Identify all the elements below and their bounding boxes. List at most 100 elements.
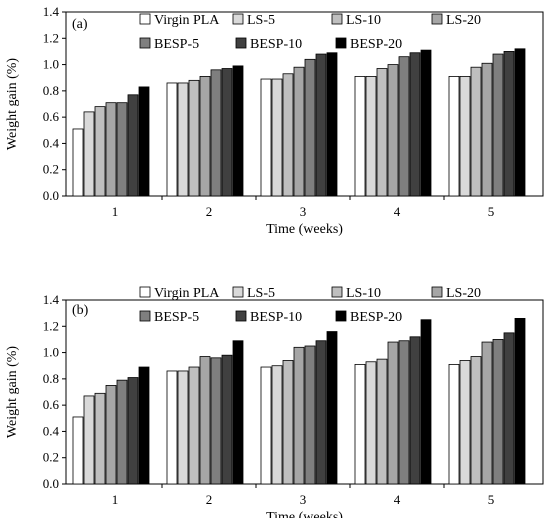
bar-ls-20-week-4 [387,64,399,197]
y-axis-title: Weight gain (%) [5,346,20,439]
legend-swatch [335,310,347,322]
bar-besp-10-week-2 [221,354,233,485]
bar-besp-5-week-3 [304,58,316,197]
legend-label: BESP-5 [154,310,199,325]
legend-label: BESP-20 [350,37,402,52]
bar-ls-10-week-5 [470,356,482,485]
x-tick-label: 1 [112,204,119,219]
y-tick-label: 0.2 [43,450,59,465]
y-tick-label: 0.6 [43,109,60,124]
legend: Virgin PLA LS-5 LS-10 LS-20 BESP-5 BESP-10 BES… [139,13,481,52]
x-tick-label: 4 [394,492,401,507]
legend-swatch [335,37,347,49]
bar-virgin-pla-week-1 [72,128,84,197]
bar-ls-10-week-4 [376,358,388,485]
bar-besp-20-week-1 [138,366,150,485]
legend-swatch [331,286,343,298]
bar-virgin-pla-week-2 [166,82,178,197]
bar-besp-5-week-3 [304,345,316,485]
bar-besp-20-week-5 [514,317,526,485]
panel-label: (a) [72,17,88,32]
y-axis-title: Weight gain (%) [5,58,20,151]
bar-besp-5-week-5 [492,339,504,485]
x-axis-title: Time (weeks) [266,222,343,237]
bar-ls-20-week-5 [481,341,493,485]
bar-ls-20-week-1 [105,385,117,485]
bar-virgin-pla-week-4 [354,363,366,485]
bar-besp-10-week-5 [503,51,515,197]
panel-label: (b) [72,303,89,318]
bar-besp-20-week-4 [420,319,432,485]
bar-besp-5-week-1 [116,379,128,485]
plot-frame [65,11,544,197]
bar-besp-5-week-2 [210,357,222,485]
y-tick-label: 0.0 [43,476,59,491]
legend-swatch [235,37,247,49]
bar-ls-5-week-4 [365,76,377,197]
bar-ls-5-week-2 [177,370,189,485]
bar-virgin-pla-week-1 [72,416,84,485]
bar-ls-5-week-1 [83,111,95,197]
bar-ls-20-week-3 [293,66,305,197]
bar-besp-10-week-1 [127,377,139,485]
bar-ls-20-week-5 [481,62,493,197]
bar-ls-5-week-2 [177,82,189,197]
y-tick-label: 0.2 [43,162,59,177]
x-tick-label: 2 [206,204,213,219]
legend-label: BESP-20 [350,310,402,325]
bar-besp-10-week-1 [127,94,139,197]
legend-swatch [139,13,151,25]
chart-panel-2: 0.0 0.2 0.4 0.6 0.8 1.0 1.2 1.4 Weight gain (%) 1… [5,286,544,518]
legend-label: LS-5 [247,286,275,301]
bar-besp-20-week-1 [138,86,150,197]
bar-virgin-pla-week-4 [354,76,366,197]
bar-besp-10-week-2 [221,68,233,197]
legend-label: LS-20 [446,286,481,301]
legend-label: LS-5 [247,13,275,28]
bar-besp-20-week-2 [232,340,244,485]
legend-label: LS-10 [346,286,381,301]
legend-label: Virgin PLA [154,13,220,28]
y-tick-label: 1.0 [43,345,59,360]
bar-ls-20-week-1 [105,102,117,197]
x-tick-label: 3 [300,492,307,507]
bar-ls-10-week-5 [470,66,482,197]
y-tick-label: 0.8 [43,371,59,386]
legend-label: BESP-10 [250,310,302,325]
y-tick-label: 0.8 [43,83,59,98]
bar-besp-20-week-5 [514,48,526,197]
bar-besp-5-week-2 [210,69,222,197]
x-tick-label: 5 [488,492,495,507]
bar-besp-20-week-3 [326,52,338,197]
bar-besp-20-week-3 [326,331,338,485]
plot-frame [65,299,544,485]
bar-ls-10-week-3 [282,360,294,485]
legend-swatch [232,13,244,25]
legend-swatch [232,286,244,298]
bar-ls-5-week-1 [83,395,95,485]
bar-besp-20-week-2 [232,65,244,197]
chart-panel-1: 0.0 0.2 0.4 0.6 0.8 1.0 1.2 1.4 Weight gain (%) 1… [5,4,544,237]
bar-virgin-pla-week-3 [260,78,272,197]
bar-ls-20-week-3 [293,346,305,485]
legend-label: LS-10 [346,13,381,28]
legend-swatch [331,13,343,25]
legend-swatch [139,286,151,298]
bar-besp-5-week-4 [398,56,410,197]
bar-besp-20-week-4 [420,49,432,197]
bar-ls-5-week-5 [459,360,471,485]
x-axis-title: Time (weeks) [266,510,343,518]
bar-besp-10-week-5 [503,332,515,485]
y-tick-label: 1.4 [43,292,60,307]
legend: Virgin PLA LS-5 LS-10 LS-20 BESP-5 BESP-10 BES… [139,286,481,325]
legend-label: BESP-10 [250,37,302,52]
y-tick-label: 0.6 [43,397,60,412]
bar-ls-5-week-3 [271,78,283,197]
bar-besp-10-week-3 [315,53,327,197]
legend-swatch [431,286,443,298]
legend-swatch [235,310,247,322]
bar-besp-10-week-4 [409,336,421,485]
bar-ls-10-week-2 [188,366,200,485]
x-tick-label: 1 [112,492,119,507]
